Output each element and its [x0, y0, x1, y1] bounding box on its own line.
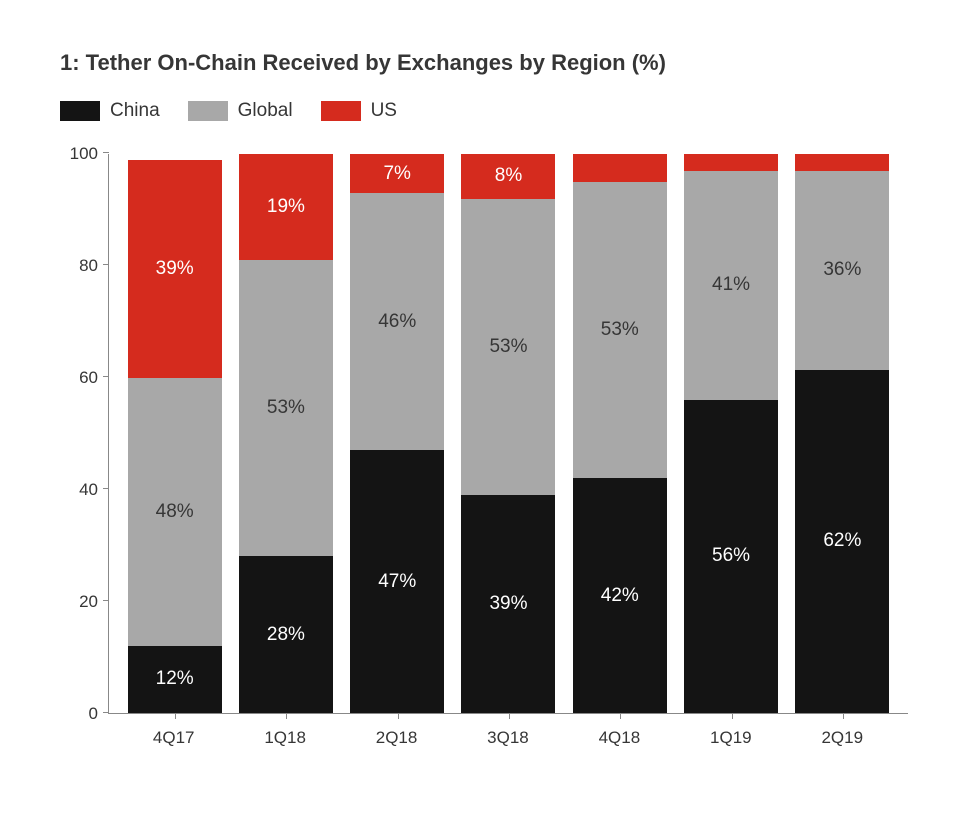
y-tick-label: 40 [79, 480, 98, 500]
legend-item-china: China [60, 100, 160, 122]
legend-swatch [321, 101, 361, 121]
bar-segment-us [573, 154, 667, 182]
y-axis: 020406080100 [60, 154, 108, 714]
bar-segment-global: 36% [795, 171, 889, 370]
bar-segment-global: 41% [684, 171, 778, 400]
bar-segment-global: 46% [350, 193, 444, 450]
bar-segment-china: 56% [684, 400, 778, 713]
bar-segment-global: 53% [239, 260, 333, 556]
bar-segment-china: 12% [128, 646, 222, 713]
bar-segment-global: 48% [128, 378, 222, 646]
bar: 47% 46% 7% [350, 154, 444, 713]
x-tick-label: 1Q19 [684, 714, 778, 748]
bar-segment-label: 12% [156, 668, 194, 690]
legend-swatch [188, 101, 228, 121]
legend-item-us: US [321, 100, 397, 122]
bar-segment-china: 62% [795, 370, 889, 713]
legend-label: China [110, 100, 160, 122]
bar: 39% 53% 8% [461, 154, 555, 713]
bar-segment-label: 41% [712, 274, 750, 296]
x-tick-label: 3Q18 [461, 714, 555, 748]
bar-segment-label: 48% [156, 501, 194, 523]
bar-segment-china: 42% [573, 478, 667, 713]
y-tick-label: 0 [89, 704, 98, 724]
bar-segment-label: 39% [489, 593, 527, 615]
bar-segment-label: 19% [267, 196, 305, 218]
chart-title: 1: Tether On-Chain Received by Exchanges… [60, 50, 914, 76]
legend-swatch [60, 101, 100, 121]
y-tick-mark [103, 712, 109, 713]
bar: 28% 53% 19% [239, 154, 333, 713]
bar-segment-china: 28% [239, 556, 333, 713]
bar-segment-label: 8% [495, 165, 522, 187]
x-axis: 4Q17 1Q18 2Q18 3Q18 4Q18 1Q19 2Q19 [108, 714, 908, 748]
x-tick-mark [398, 713, 399, 719]
legend: China Global US [60, 100, 914, 122]
x-tick-mark [175, 713, 176, 719]
y-tick-label: 20 [79, 592, 98, 612]
bar-segment-china: 39% [461, 495, 555, 713]
bar-segment-label: 36% [823, 259, 861, 281]
x-tick-label: 4Q17 [127, 714, 221, 748]
y-tick-mark [103, 600, 109, 601]
x-tick-mark [509, 713, 510, 719]
bar-segment-label: 46% [378, 311, 416, 333]
bar: 12% 48% 39% [128, 154, 222, 713]
x-tick-mark [286, 713, 287, 719]
bar-segment-label: 53% [601, 319, 639, 341]
x-tick-label: 4Q18 [572, 714, 666, 748]
bar-segment-us [795, 154, 889, 171]
x-tick-mark [843, 713, 844, 719]
bar-segment-label: 39% [156, 258, 194, 280]
bar-segment-label: 62% [823, 530, 861, 552]
y-tick-mark [103, 488, 109, 489]
y-tick-mark [103, 152, 109, 153]
bar-segment-label: 53% [489, 336, 527, 358]
y-tick-label: 60 [79, 368, 98, 388]
plot-row: 020406080100 12%48%39%28%53%19%47%46%7%3… [60, 154, 914, 714]
bar-segment-us: 39% [128, 160, 222, 378]
bar-segment-china: 47% [350, 450, 444, 713]
x-tick-label: 2Q18 [350, 714, 444, 748]
x-tick-mark [732, 713, 733, 719]
x-tick-mark [620, 713, 621, 719]
bar-segment-global: 53% [573, 182, 667, 478]
y-tick-mark [103, 264, 109, 265]
bar-segment-us: 19% [239, 154, 333, 260]
bar-segment-label: 56% [712, 545, 750, 567]
x-tick-label: 2Q19 [795, 714, 889, 748]
chart-container: 1: Tether On-Chain Received by Exchanges… [60, 50, 914, 748]
y-tick-label: 80 [79, 256, 98, 276]
bar-segment-global: 53% [461, 199, 555, 495]
legend-item-global: Global [188, 100, 293, 122]
bar-segment-label: 47% [378, 571, 416, 593]
bar-segment-us: 8% [461, 154, 555, 199]
legend-label: US [371, 100, 397, 122]
bar-segment-us [684, 154, 778, 171]
bar-segment-label: 42% [601, 585, 639, 607]
bar: 42% 53% [573, 154, 667, 713]
x-tick-label: 1Q18 [238, 714, 332, 748]
plot-area: 12% 48% 39% 28% 53% 19% 47% 46% 7% 39% 53% 8% 42% 53%… [108, 154, 908, 714]
bar: 62% 36% [795, 154, 889, 713]
y-tick-label: 100 [70, 144, 98, 164]
bar-segment-us: 7% [350, 154, 444, 193]
y-tick-mark [103, 376, 109, 377]
legend-label: Global [238, 100, 293, 122]
bar-segment-label: 53% [267, 397, 305, 419]
bar-segment-label: 7% [383, 163, 410, 185]
bar: 56% 41% [684, 154, 778, 713]
bar-segment-label: 28% [267, 624, 305, 646]
bars-container: 12% 48% 39% 28% 53% 19% 47% 46% 7% 39% 53% 8% 42% 53%… [109, 154, 908, 713]
